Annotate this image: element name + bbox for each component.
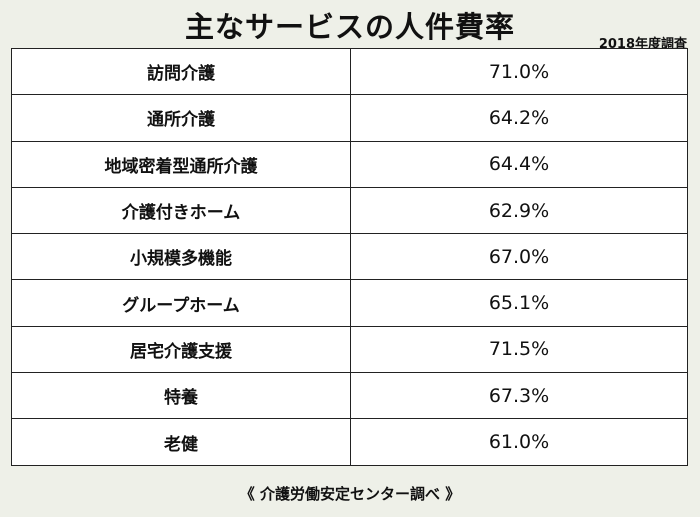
- page-title: 主なサービスの人件費率: [184, 10, 515, 44]
- cost-rate-cell: 67.0%: [350, 233, 688, 281]
- cost-rate-cell: 64.4%: [350, 140, 688, 188]
- source-credit: 《 介護労働安定センター調べ 》: [239, 485, 461, 503]
- service-name-cell: 地域密着型通所介護: [11, 140, 351, 188]
- service-name-cell: 介護付きホーム: [11, 186, 351, 235]
- table-row: 通所介護 64.2%: [11, 94, 688, 142]
- table-row: 居宅介護支援 71.5%: [11, 325, 688, 374]
- personnel-cost-table: 訪問介護 71.0% 通所介護 64.2% 地域密着型通所介護 64.4% 介護付きホーム 6…: [11, 47, 688, 466]
- service-name-cell: グループホーム: [11, 279, 351, 327]
- service-name-cell: 訪問介護: [11, 47, 351, 96]
- cost-rate-cell: 61.0%: [350, 418, 688, 466]
- table-row: 地域密着型通所介護 64.4%: [11, 140, 688, 188]
- service-name-cell: 特養: [11, 372, 351, 420]
- cost-rate-cell: 71.5%: [350, 325, 688, 374]
- table-row: 訪問介護 71.0%: [11, 47, 688, 96]
- cost-rate-cell: 71.0%: [350, 47, 688, 96]
- service-name-cell: 老健: [11, 418, 351, 466]
- table-row: 老健 61.0%: [11, 418, 688, 466]
- cost-rate-cell: 67.3%: [350, 372, 688, 420]
- table-row: グループホーム 65.1%: [11, 279, 688, 327]
- table-row: 介護付きホーム 62.9%: [11, 186, 688, 235]
- service-name-cell: 通所介護: [11, 94, 351, 142]
- service-name-cell: 居宅介護支援: [11, 325, 351, 374]
- cost-rate-cell: 62.9%: [350, 186, 688, 235]
- table-row: 小規模多機能 67.0%: [11, 233, 688, 281]
- table-row: 特養 67.3%: [11, 372, 688, 420]
- cost-rate-cell: 64.2%: [350, 94, 688, 142]
- cost-rate-cell: 65.1%: [350, 279, 688, 327]
- service-name-cell: 小規模多機能: [11, 233, 351, 281]
